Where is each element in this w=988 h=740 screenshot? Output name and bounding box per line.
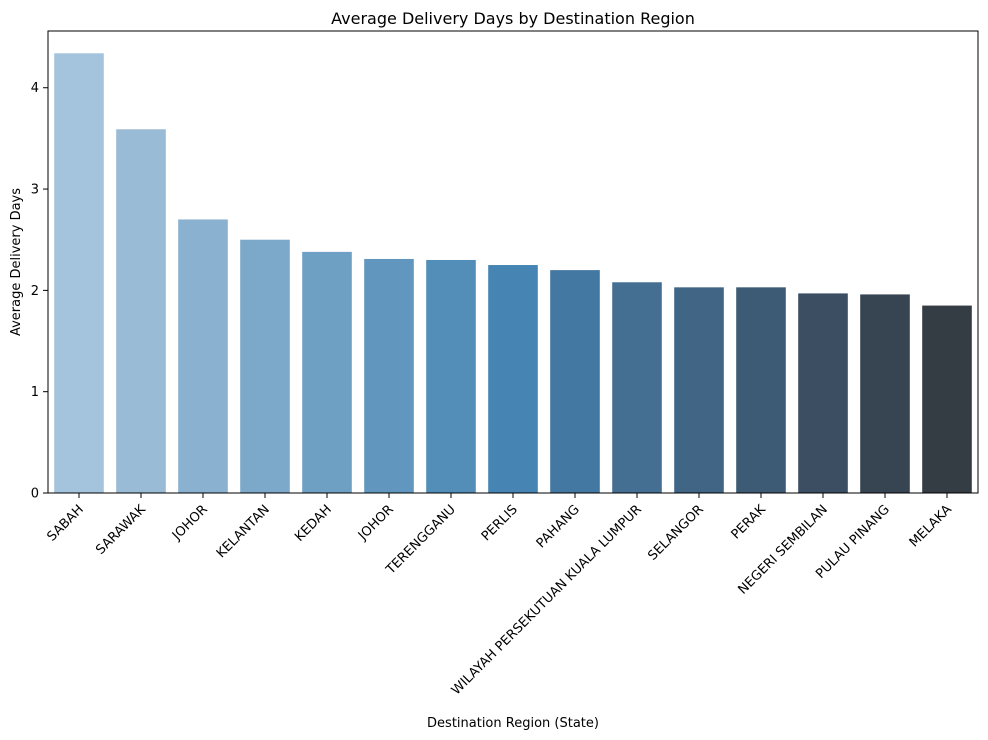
bars-group — [54, 53, 972, 493]
bar — [674, 287, 724, 493]
bar — [426, 259, 476, 493]
x-tick-label: MELAKA — [907, 502, 955, 550]
x-axis: SABAH SARAWAK JOHOR KELANTAN KEDAH JOHORTEREN… — [44, 493, 955, 698]
bar — [302, 251, 352, 493]
x-tick-label: SARAWAK — [93, 502, 149, 558]
x-tick-label: PERAK — [729, 502, 770, 543]
y-tick-label: 0 — [31, 487, 39, 502]
plot-frame — [47, 30, 979, 494]
x-tick-label: SELANGOR — [645, 502, 706, 563]
y-tick-label: 4 — [31, 81, 39, 96]
y-tick-label: 2 — [31, 284, 39, 299]
bar — [612, 282, 662, 493]
x-tick-label: JOHOR — [169, 502, 211, 544]
bar — [116, 129, 166, 493]
y-axis: 0 1 2 3 4 — [31, 81, 48, 502]
bar — [178, 219, 228, 493]
x-tick-label: SABAH — [44, 502, 86, 544]
x-tick-label: KELANTAN — [214, 502, 273, 561]
chart-title: Average Delivery Days by Destination Reg… — [331, 9, 695, 28]
x-tick-label: KEDAH — [292, 502, 335, 545]
x-tick-label: JOHOR — [355, 502, 397, 544]
bar — [736, 287, 786, 493]
bar — [488, 265, 538, 493]
bar — [860, 294, 910, 493]
bar — [240, 239, 290, 493]
bar — [54, 53, 104, 493]
x-axis-label: Destination Region (State) — [427, 716, 599, 731]
bar — [798, 293, 848, 493]
bar — [364, 258, 414, 493]
x-tick-label: PAHANG — [534, 502, 583, 551]
y-tick-label: 3 — [31, 183, 39, 198]
y-tick-label: 1 — [31, 385, 39, 400]
y-axis-label: Average Delivery Days — [9, 188, 24, 336]
bar — [550, 270, 600, 493]
x-tick-label: PERLIS — [479, 502, 521, 544]
bar — [922, 305, 972, 493]
